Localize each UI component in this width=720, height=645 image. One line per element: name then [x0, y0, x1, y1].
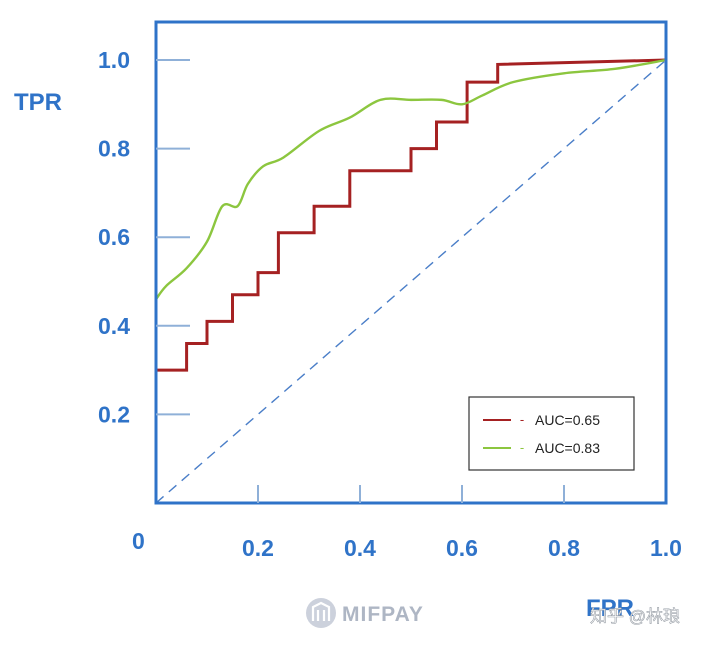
x-tick-label: 0.2: [242, 535, 274, 561]
legend-box: [468, 396, 635, 471]
watermark: MIFPAY 知乎 @林琅: [306, 598, 680, 628]
legend-dash: -: [520, 412, 524, 427]
watermark-credit: 知乎 @林琅: [590, 607, 680, 626]
mifpay-logo-glyph: [311, 601, 331, 621]
series-line-1: [155, 58, 667, 300]
x-tick-label: 0.8: [548, 535, 580, 561]
series-line-0: [156, 58, 667, 372]
watermark-brand: MIFPAY: [342, 603, 424, 626]
y-tick-label: 0.4: [98, 313, 130, 339]
ticks-layer: 0.2 0.4 0.6 0.8 1.0 0.2 0.4 0.6 0.8 1.0: [98, 47, 682, 561]
y-tick-label: 0.6: [98, 224, 130, 250]
plot-frame: [154, 20, 668, 505]
series-layer: [155, 58, 667, 372]
x-axis-title: FPR: [586, 595, 634, 622]
diagonal-layer: [155, 59, 667, 504]
legend: - AUC=0.65- AUC=0.83: [468, 396, 635, 471]
y-tick-label: 0.8: [98, 136, 130, 162]
x-tick-label: 0.6: [446, 535, 478, 561]
x-tick-label: 0.4: [344, 535, 376, 561]
series-line-2: [155, 59, 667, 504]
legend-dash: -: [520, 440, 524, 455]
y-axis-title: TPR: [14, 89, 62, 116]
y-tick-label: 1.0: [98, 47, 130, 73]
origin-label: 0: [132, 528, 145, 554]
legend-label: AUC=0.65: [535, 412, 600, 428]
y-tick-label: 0.2: [98, 401, 130, 427]
x-tick-label: 1.0: [650, 535, 682, 561]
legend-label: AUC=0.83: [535, 440, 600, 456]
